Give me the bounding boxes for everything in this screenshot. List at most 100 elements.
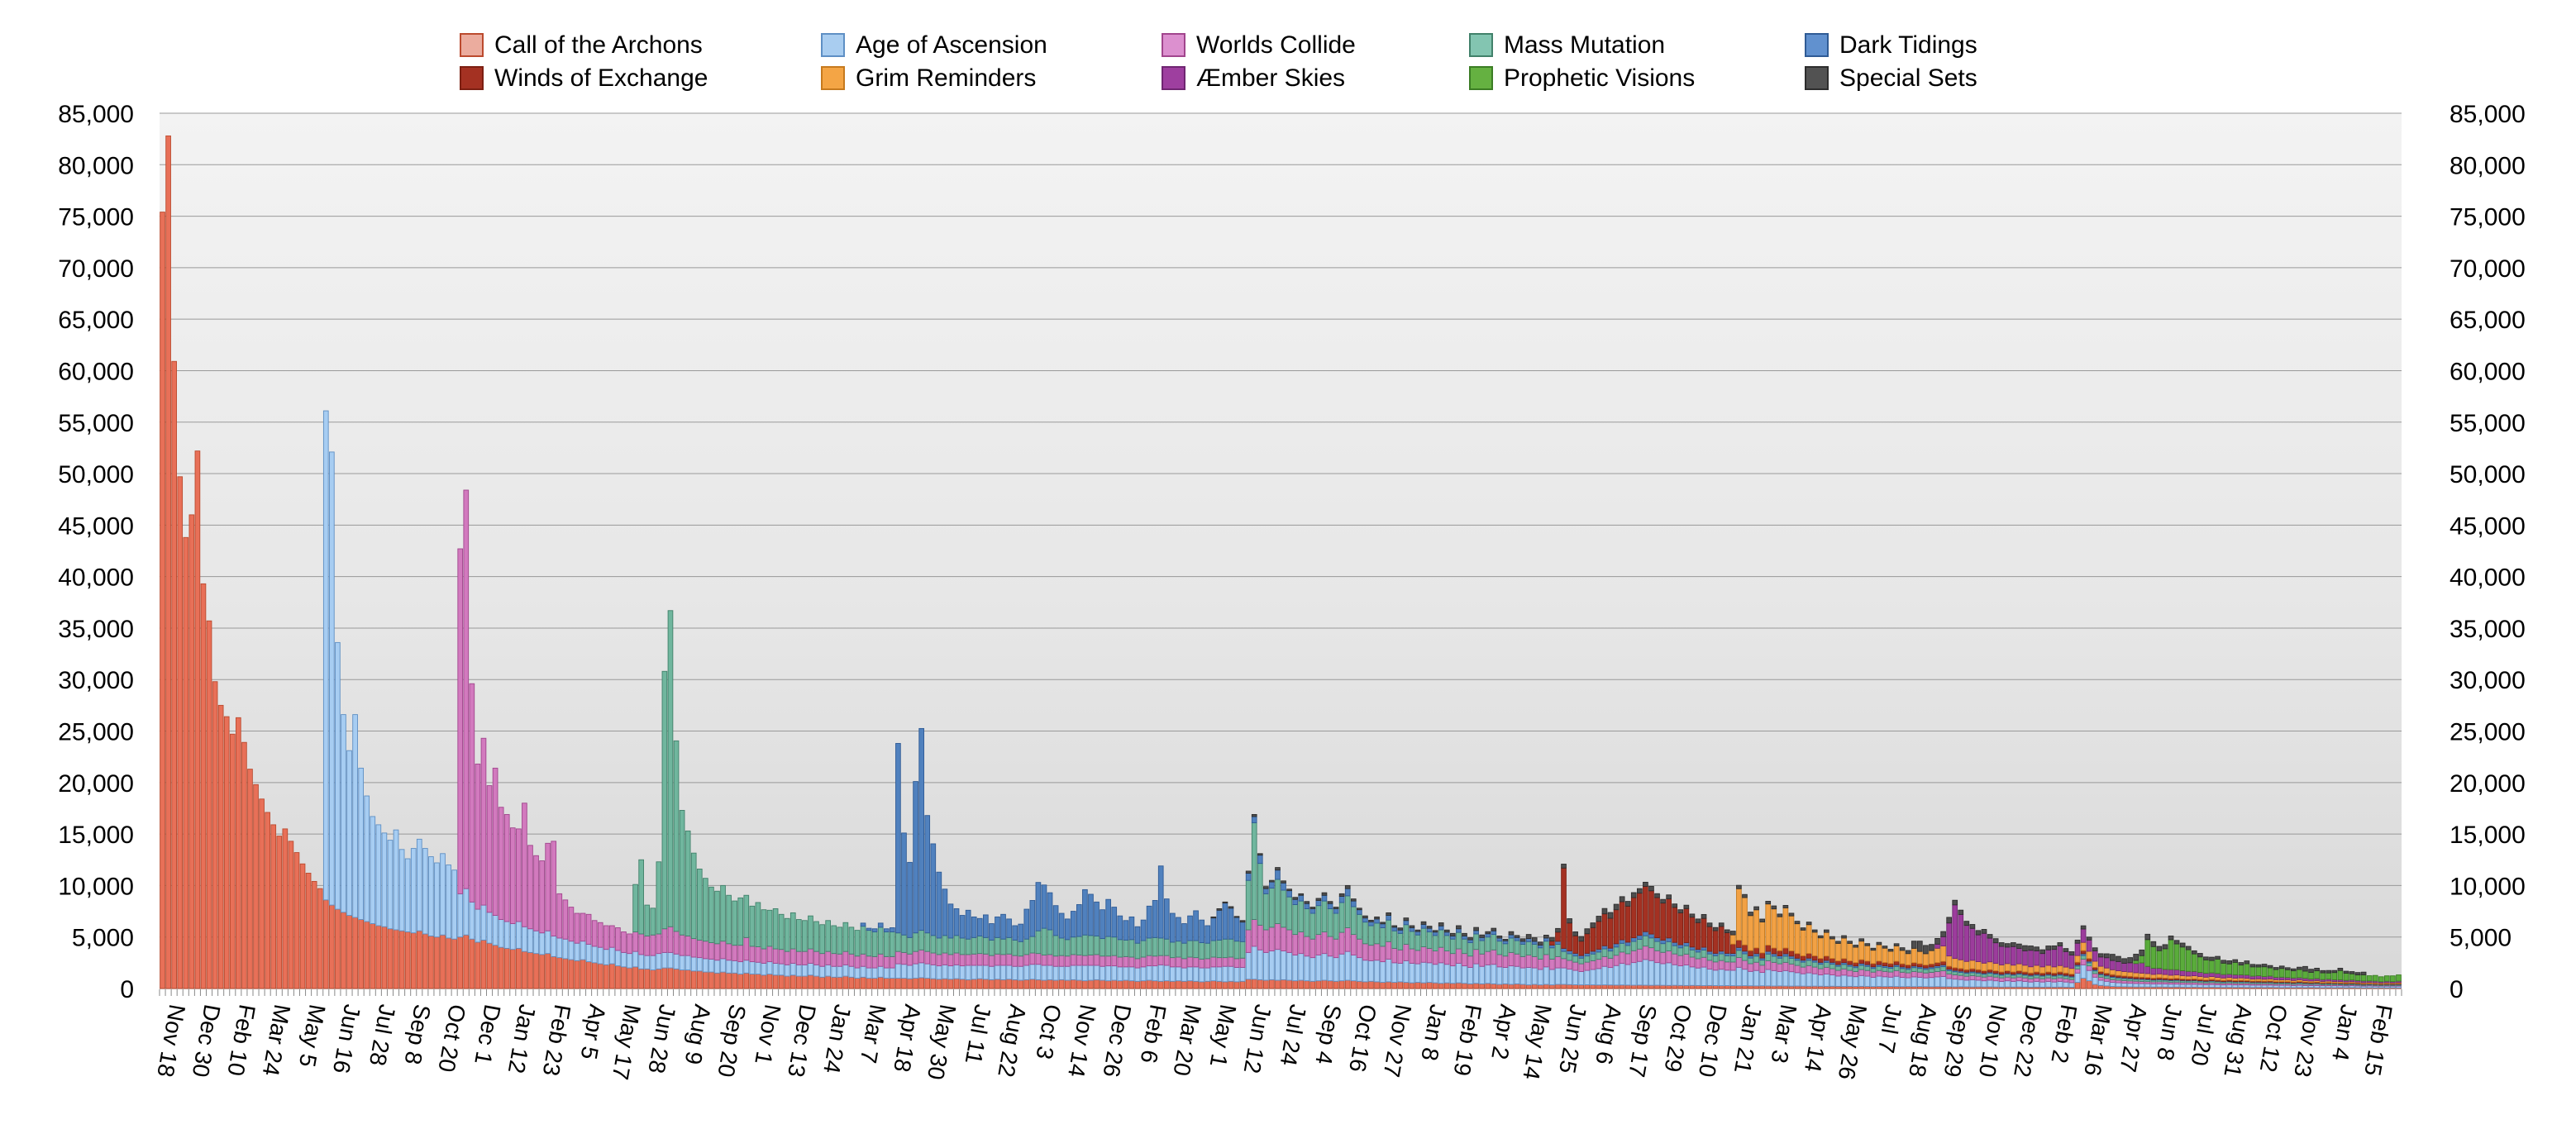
bar-segment	[1730, 931, 1736, 936]
bar-segment	[1677, 909, 1684, 913]
bar-segment	[1643, 984, 1648, 989]
bar-segment	[1771, 908, 1777, 949]
bar-segment	[2343, 972, 2349, 981]
bar-segment	[1105, 898, 1111, 937]
bar-segment	[1210, 940, 1217, 958]
bar-segment	[615, 927, 621, 951]
bar-segment	[1736, 940, 1742, 948]
bar-segment	[2121, 963, 2127, 972]
bar-segment	[1923, 953, 1929, 966]
y-tick-label: 80,000	[2450, 152, 2526, 179]
bar-segment	[860, 953, 866, 967]
bar-segment	[1788, 950, 1795, 957]
bar-segment	[1829, 974, 1835, 987]
bar-segment	[1281, 882, 1286, 891]
bar-segment	[854, 967, 861, 979]
bar-segment	[1701, 985, 1707, 989]
bar-segment	[2121, 970, 2127, 977]
bar-segment	[1695, 922, 1701, 950]
bar-segment	[457, 936, 464, 989]
bar-segment	[1531, 955, 1538, 969]
bar-segment	[1531, 984, 1538, 989]
y-tick-label: 75,000	[2450, 204, 2526, 231]
bar-segment	[2191, 953, 2197, 972]
bar-segment	[772, 963, 779, 976]
y-tick-label: 65,000	[58, 307, 134, 334]
bar-segment	[1210, 917, 1217, 941]
bar-segment	[1239, 920, 1246, 923]
bar-segment	[1742, 960, 1748, 970]
bar-segment	[1438, 925, 1444, 931]
bar-segment	[1064, 979, 1071, 989]
bar-segment	[2104, 953, 2110, 959]
bar-segment	[1286, 929, 1292, 953]
bar-segment	[551, 955, 557, 989]
bar-segment	[2086, 969, 2092, 982]
bar-segment	[1350, 934, 1357, 955]
bar-segment	[1882, 946, 1888, 949]
bar-segment	[1181, 967, 1187, 982]
bar-segment	[743, 960, 750, 974]
bar-segment	[1672, 941, 1678, 946]
x-tick-label: Aug 6	[1591, 1003, 1626, 1066]
bar-segment	[1170, 980, 1176, 989]
bar-segment	[2185, 975, 2192, 980]
bar-segment	[1637, 893, 1643, 936]
bar-segment	[1327, 901, 1333, 904]
bar-segment	[2057, 980, 2063, 988]
bar-segment	[627, 933, 632, 955]
bar-segment	[1567, 918, 1572, 924]
bar-segment	[1929, 977, 1934, 988]
bar-segment	[1788, 915, 1795, 951]
bar-segment	[1788, 912, 1795, 917]
bar-segment	[1491, 927, 1497, 931]
bar-segment	[2016, 947, 2022, 965]
bar-segment	[842, 950, 849, 965]
bar-segment	[1327, 907, 1333, 937]
bar-segment	[1502, 955, 1509, 968]
bar-segment	[1391, 930, 1398, 949]
bar-segment	[1525, 941, 1532, 955]
bar-segment	[1695, 949, 1701, 953]
bar-segment	[632, 950, 638, 968]
legend-label: Grim Reminders	[856, 64, 1037, 92]
bar-segment	[1905, 965, 1911, 969]
bar-segment	[813, 975, 819, 989]
bar-segment	[1298, 893, 1305, 896]
bar-segment	[2337, 969, 2344, 980]
bar-segment	[819, 965, 825, 978]
bar-segment	[1350, 906, 1357, 936]
bar-segment	[1590, 927, 1596, 952]
bar-segment	[1000, 954, 1006, 966]
bar-segment	[1344, 979, 1351, 989]
bar-segment	[1047, 892, 1053, 931]
bar-segment	[1117, 980, 1123, 989]
bar-segment	[2074, 972, 2081, 983]
bar-segment	[1245, 929, 1252, 953]
x-tick-label: May 17	[608, 1003, 646, 1082]
bar-segment	[1695, 918, 1701, 923]
bar-segment	[2011, 980, 2016, 988]
bar-segment	[1170, 912, 1176, 943]
bar-segment	[1923, 965, 1929, 969]
bar-segment	[1969, 960, 1976, 969]
bar-segment	[1386, 915, 1391, 921]
y-tick-label: 0	[120, 976, 134, 1003]
bar-segment	[1181, 923, 1187, 944]
bar-segment	[1134, 942, 1141, 960]
bar-segment	[2004, 963, 2011, 972]
bar-segment	[1496, 941, 1503, 955]
bar-segment	[1467, 942, 1473, 957]
bar-segment	[703, 941, 708, 960]
bar-segment	[1193, 940, 1199, 959]
bar-segment	[1689, 917, 1696, 948]
bar-segment	[1730, 955, 1736, 963]
bar-segment	[2215, 958, 2221, 974]
bar-segment	[930, 978, 937, 989]
bar-segment	[1917, 963, 1923, 968]
bar-segment	[1561, 864, 1567, 869]
bar-segment	[2150, 946, 2157, 969]
bar-segment	[1829, 964, 1835, 969]
bar-segment	[1228, 938, 1234, 958]
bar-segment	[1759, 965, 1765, 974]
